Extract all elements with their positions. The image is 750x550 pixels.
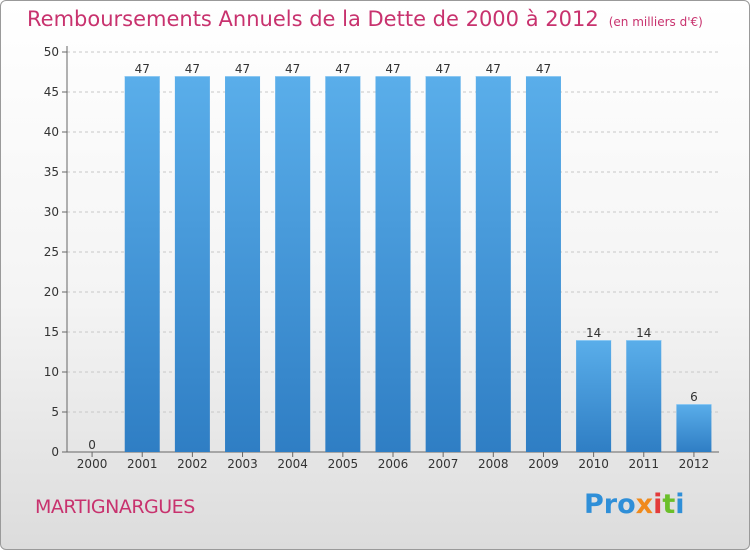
x-tick-label: 2008	[478, 457, 509, 471]
bar-2006	[375, 76, 411, 452]
data-label-2000: 0	[88, 438, 96, 452]
logo-part-pro: Pro	[584, 489, 636, 520]
x-tick-label: 2009	[528, 457, 559, 471]
y-tick-label: 50	[44, 45, 59, 59]
data-label-2007: 47	[436, 62, 451, 76]
x-tick-label: 2000	[77, 457, 108, 471]
x-tick-label: 2003	[227, 457, 258, 471]
y-tick-label: 35	[44, 165, 59, 179]
y-tick-label: 45	[44, 85, 59, 99]
bar-2002	[174, 76, 210, 452]
data-label-2003: 47	[235, 62, 250, 76]
x-tick-label: 2011	[628, 457, 659, 471]
x-tick-label: 2002	[177, 457, 208, 471]
x-tick-label: 2012	[679, 457, 710, 471]
data-label-2004: 47	[285, 62, 300, 76]
chart-title: Remboursements Annuels de la Dette de 20…	[27, 7, 703, 31]
x-tick-label: 2007	[428, 457, 459, 471]
y-tick-label: 30	[44, 205, 59, 219]
bar-2012	[676, 404, 712, 452]
y-tick-label: 0	[51, 445, 59, 459]
y-tick-label: 5	[51, 405, 59, 419]
data-label-2008: 47	[486, 62, 501, 76]
logo-part-x: x	[635, 489, 654, 520]
bar-2001	[124, 76, 160, 452]
x-tick-label: 2001	[127, 457, 158, 471]
data-label-2012: 6	[690, 390, 698, 404]
x-tick-label: 2006	[378, 457, 409, 471]
y-tick-label: 15	[44, 325, 59, 339]
x-tick-label: 2004	[277, 457, 308, 471]
data-label-2006: 47	[385, 62, 400, 76]
logo-part-i: i	[653, 489, 663, 520]
y-tick-label: 40	[44, 125, 59, 139]
bar-2010	[576, 340, 612, 452]
x-tick-label: 2010	[578, 457, 609, 471]
bar-2007	[425, 76, 461, 452]
data-label-2009: 47	[536, 62, 551, 76]
commune-name: MARTIGNARGUES	[35, 496, 195, 518]
bar-2003	[225, 76, 261, 452]
data-label-2011: 14	[636, 326, 651, 340]
data-label-2005: 47	[335, 62, 350, 76]
y-tick-label: 25	[44, 245, 59, 259]
data-label-2010: 14	[586, 326, 601, 340]
logo-part-t: t	[662, 489, 676, 520]
bar-2008	[475, 76, 511, 452]
unit-label: (en milliers d'€)	[608, 15, 703, 29]
y-tick-label: 10	[44, 365, 59, 379]
bar-2009	[525, 76, 561, 452]
bar-2011	[626, 340, 662, 452]
logo-part-i2: i	[675, 489, 685, 520]
bar-2005	[325, 76, 361, 452]
x-tick-label: 2005	[328, 457, 359, 471]
y-tick-label: 20	[44, 285, 59, 299]
proxiti-logo: Proxiti	[584, 489, 685, 520]
title-text: Remboursements Annuels de la Dette de 20…	[27, 7, 599, 31]
data-label-2001: 47	[135, 62, 150, 76]
bar-2004	[275, 76, 311, 452]
data-label-2002: 47	[185, 62, 200, 76]
